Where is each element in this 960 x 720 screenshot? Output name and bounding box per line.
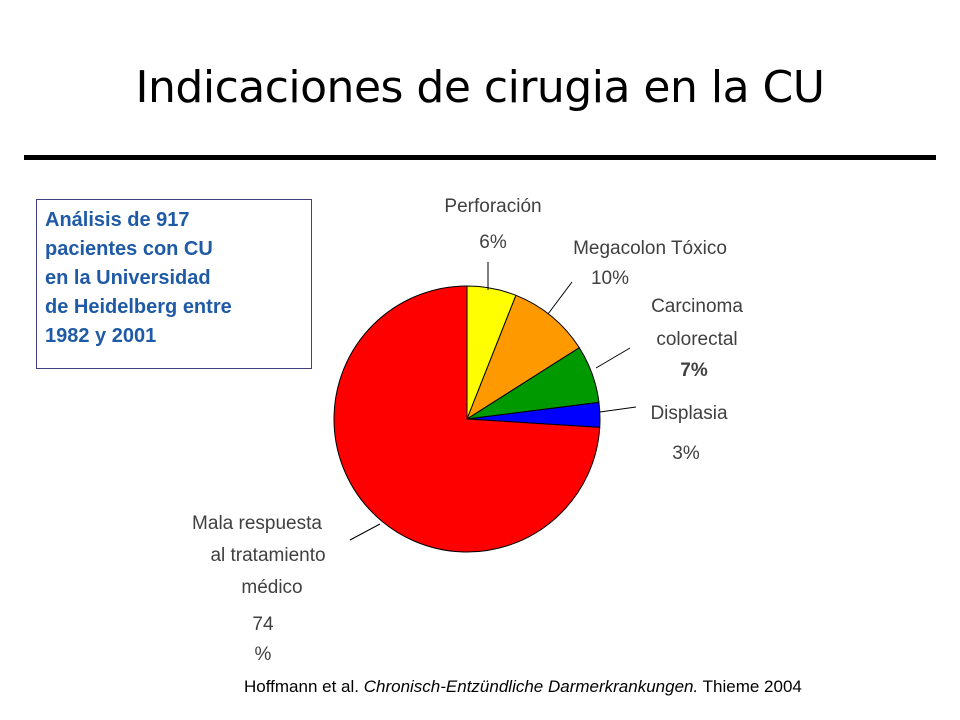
leader-mala-respuesta xyxy=(349,523,381,541)
info-line-1: Análisis de 917 xyxy=(45,209,190,231)
info-line-4: de Heidelberg entre xyxy=(45,296,232,318)
value-perforacion: 6% xyxy=(479,232,507,253)
leader-megacolon xyxy=(547,281,573,315)
label-mala-respuesta-2: al tratamiento xyxy=(210,545,326,566)
label-mala-respuesta-1: Mala respuesta xyxy=(192,513,322,534)
label-megacolon: Megacolon Tóxico xyxy=(573,238,727,259)
value-displasia: 3% xyxy=(672,443,700,464)
study-info-box: Análisis de 917 pacientes con CU en la U… xyxy=(36,199,312,369)
label-carcinoma-2: colorectal xyxy=(656,329,738,350)
pie-slices xyxy=(333,285,601,553)
pie-leader-lines xyxy=(349,262,637,541)
value-carcinoma: 7% xyxy=(680,360,708,381)
pie-slice-mala-respuesta xyxy=(333,285,601,553)
leader-carcinoma xyxy=(595,347,631,369)
value-megacolon: 10% xyxy=(590,268,630,289)
info-line-5: 1982 y 2001 xyxy=(45,325,157,347)
info-line-3: en la Universidad xyxy=(45,267,211,289)
label-carcinoma-1: Carcinoma xyxy=(651,296,743,317)
leader-displasia xyxy=(599,406,637,413)
citation-work: Chronisch-Entzündliche Darmerkrankungen. xyxy=(363,677,699,696)
title-underline xyxy=(24,155,936,160)
label-mala-respuesta-3: médico xyxy=(241,577,303,598)
pie-slice-megacolon xyxy=(465,294,580,421)
slide-title: Indicaciones de cirugia en la CU xyxy=(135,62,825,113)
citation-authors: Hoffmann et al. xyxy=(244,677,359,696)
label-perforacion: Perforación xyxy=(444,196,542,217)
value-mala-respuesta-2: % xyxy=(254,644,272,665)
citation: Hoffmann et al. Chronisch-Entzündliche D… xyxy=(244,677,802,697)
label-displasia: Displasia xyxy=(650,403,728,424)
citation-publisher: Thieme 2004 xyxy=(702,677,802,696)
value-mala-respuesta-1: 74 xyxy=(252,614,274,635)
info-line-2: pacientes con CU xyxy=(45,238,213,260)
